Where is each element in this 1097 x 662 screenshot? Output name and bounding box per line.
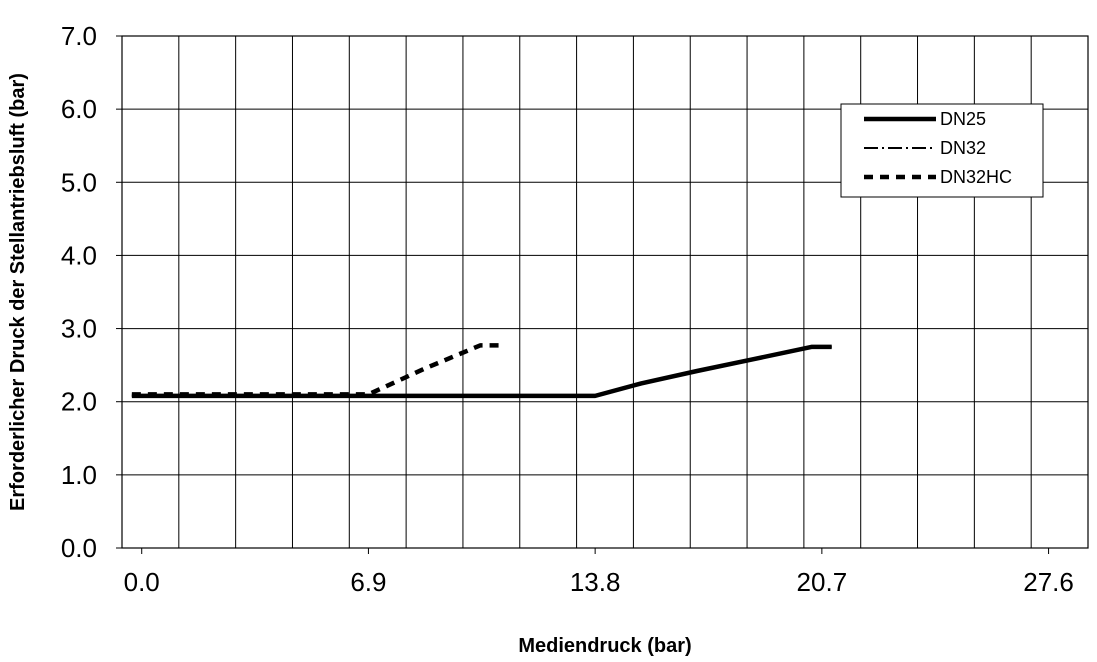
x-axis-title: Mediendruck (bar) [518,635,691,657]
x-tick-label: 27.6 [1023,567,1074,597]
y-tick-labels: 0.0 1.0 2.0 3.0 4.0 5.0 6.0 7.0 [61,21,122,563]
y-tick-label: 5.0 [61,167,97,197]
x-tick-label: 0.0 [124,567,160,597]
x-tick-labels: 0.0 6.9 13.8 20.7 27.6 [124,548,1074,597]
y-tick-label: 0.0 [61,533,97,563]
legend: DN25 DN32 DN32HC [840,103,1044,198]
series-layer [131,343,832,399]
legend-label-dn32: DN32 [940,138,986,158]
y-tick-label: 1.0 [61,460,97,490]
y-tick-label: 4.0 [61,240,97,270]
y-axis-title: Erforderlicher Druck der Stellantriebslu… [7,73,29,511]
y-tick-label: 6.0 [61,94,97,124]
legend-items: DN25 DN32 DN32HC [864,109,1012,187]
legend-label-dn25: DN25 [940,109,986,129]
y-tick-label: 2.0 [61,387,97,417]
y-tick-label: 3.0 [61,314,97,344]
legend-label-dn32hc: DN32HC [940,167,1012,187]
plot-frame [121,35,1089,549]
x-tick-label: 13.8 [570,567,621,597]
x-tick-label: 20.7 [797,567,848,597]
grid [122,36,1088,548]
x-tick-label: 6.9 [350,567,386,597]
y-tick-label: 7.0 [61,21,97,51]
series-line-dn32 [131,345,832,397]
